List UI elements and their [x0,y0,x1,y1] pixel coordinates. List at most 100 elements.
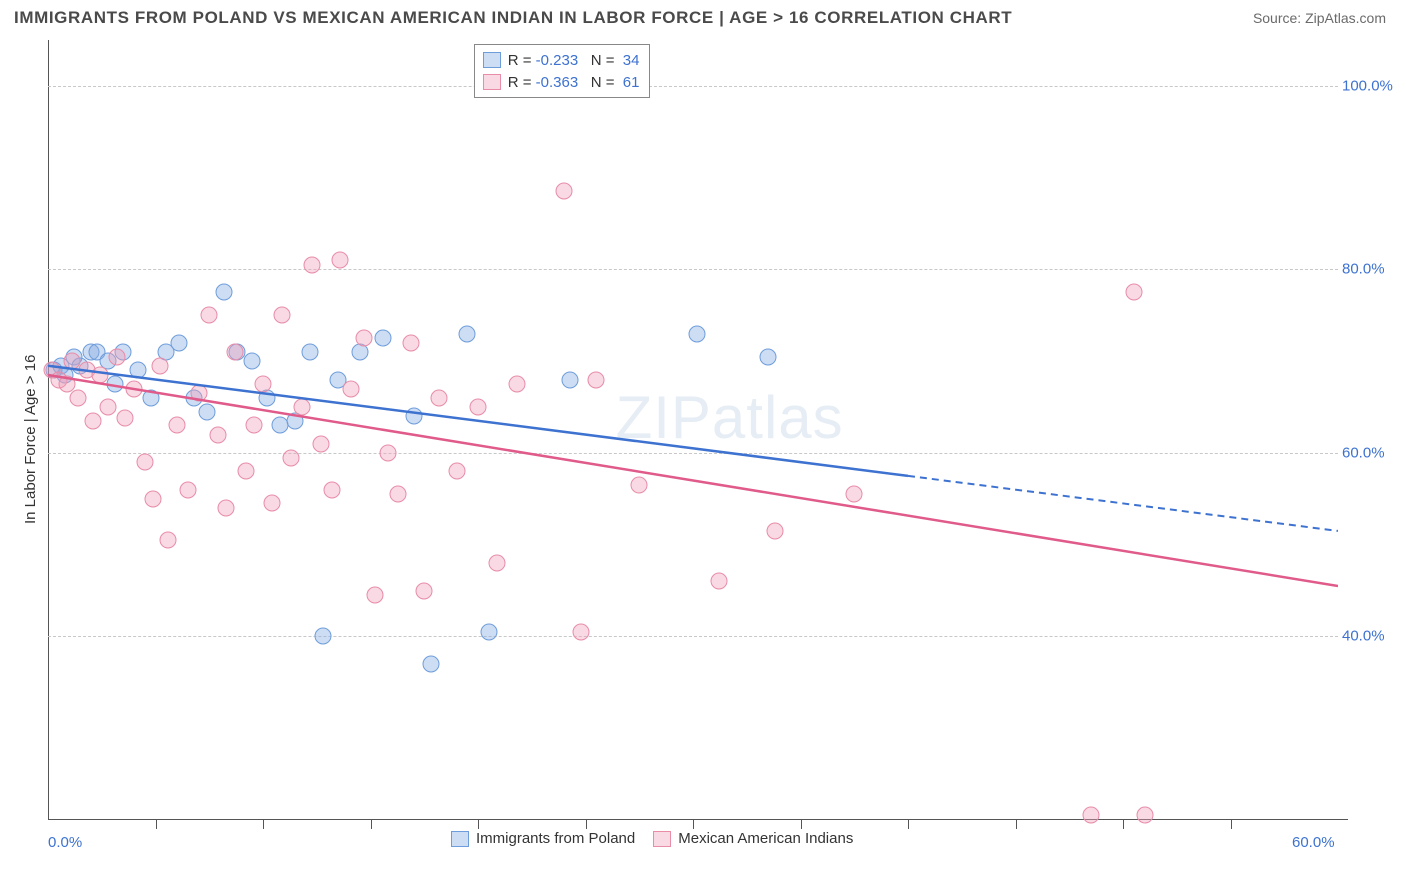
x-tick-mark [693,820,694,829]
data-point-mexican [190,385,207,402]
source-label: Source: ZipAtlas.com [1253,10,1386,26]
data-point-poland [216,284,233,301]
y-tick-label: 100.0% [1342,77,1393,94]
data-point-mexican [390,486,407,503]
data-point-mexican [416,582,433,599]
data-point-mexican [274,307,291,324]
x-tick-mark [586,820,587,829]
data-point-poland [422,656,439,673]
x-tick-mark [478,820,479,829]
series-legend-item-poland: Immigrants from Poland [451,830,635,847]
x-tick-mark [1231,820,1232,829]
data-point-poland [130,362,147,379]
data-point-mexican [588,371,605,388]
legend-row-poland: R = -0.233 N = 34 [483,49,640,71]
x-tick-mark [801,820,802,829]
data-point-poland [315,628,332,645]
data-point-poland [562,371,579,388]
gridline [48,86,1338,87]
gridline [48,636,1338,637]
data-point-mexican [766,522,783,539]
chart-title: IMMIGRANTS FROM POLAND VS MEXICAN AMERIC… [14,8,1012,28]
x-tick-mark [908,820,909,829]
data-point-mexican [263,495,280,512]
data-point-mexican [160,532,177,549]
data-point-mexican [126,380,143,397]
data-point-mexican [508,376,525,393]
data-point-mexican [227,344,244,361]
data-point-mexican [70,389,87,406]
data-point-mexican [431,389,448,406]
data-point-mexican [343,380,360,397]
data-point-mexican [573,623,590,640]
data-point-mexican [100,399,117,416]
data-point-mexican [710,573,727,590]
x-tick-mark [263,820,264,829]
data-point-mexican [489,555,506,572]
data-point-mexican [179,481,196,498]
data-point-poland [244,353,261,370]
data-point-mexican [293,399,310,416]
data-point-mexican [91,366,108,383]
plot-area [48,40,1338,820]
data-point-mexican [332,252,349,269]
x-tick-mark [371,820,372,829]
data-point-poland [375,330,392,347]
data-point-mexican [108,348,125,365]
data-point-mexican [556,183,573,200]
data-point-mexican [151,357,168,374]
y-axis-label: In Labor Force | Age > 16 [22,354,39,523]
legend-swatch [451,831,469,847]
data-point-mexican [323,481,340,498]
y-tick-label: 60.0% [1342,444,1385,461]
data-point-poland [199,403,216,420]
legend-swatch [483,74,501,90]
x-tick-label: 60.0% [1292,834,1335,851]
y-tick-label: 80.0% [1342,261,1385,278]
data-point-mexican [631,477,648,494]
data-point-mexican [237,463,254,480]
data-point-mexican [470,399,487,416]
correlation-legend: R = -0.233 N = 34R = -0.363 N = 61 [474,44,651,98]
series-legend-label: Immigrants from Poland [476,830,635,847]
data-point-poland [106,376,123,393]
data-point-mexican [201,307,218,324]
x-tick-mark [156,820,157,829]
legend-row-mexican: R = -0.363 N = 61 [483,71,640,93]
x-tick-mark [1123,820,1124,829]
data-point-mexican [117,410,134,427]
data-point-mexican [1125,284,1142,301]
data-point-mexican [169,417,186,434]
data-point-mexican [246,417,263,434]
data-point-poland [760,348,777,365]
data-point-mexican [1136,807,1153,824]
gridline [48,269,1338,270]
y-tick-label: 40.0% [1342,628,1385,645]
data-point-mexican [366,587,383,604]
data-point-mexican [218,500,235,517]
data-point-mexican [313,435,330,452]
data-point-poland [171,334,188,351]
data-point-mexican [379,444,396,461]
data-point-mexican [846,486,863,503]
data-point-poland [689,325,706,342]
x-tick-mark [1016,820,1017,829]
data-point-poland [143,389,160,406]
data-point-poland [302,344,319,361]
data-point-mexican [448,463,465,480]
data-point-mexican [1082,807,1099,824]
data-point-mexican [255,376,272,393]
series-legend-item-mexican: Mexican American Indians [653,830,853,847]
data-point-poland [405,408,422,425]
data-point-poland [459,325,476,342]
x-tick-label: 0.0% [48,834,82,851]
series-legend-label: Mexican American Indians [678,830,853,847]
legend-swatch [653,831,671,847]
data-point-mexican [304,256,321,273]
data-point-poland [480,623,497,640]
data-point-mexican [403,334,420,351]
data-point-mexican [356,330,373,347]
data-point-mexican [85,412,102,429]
data-point-mexican [136,454,153,471]
legend-swatch [483,52,501,68]
